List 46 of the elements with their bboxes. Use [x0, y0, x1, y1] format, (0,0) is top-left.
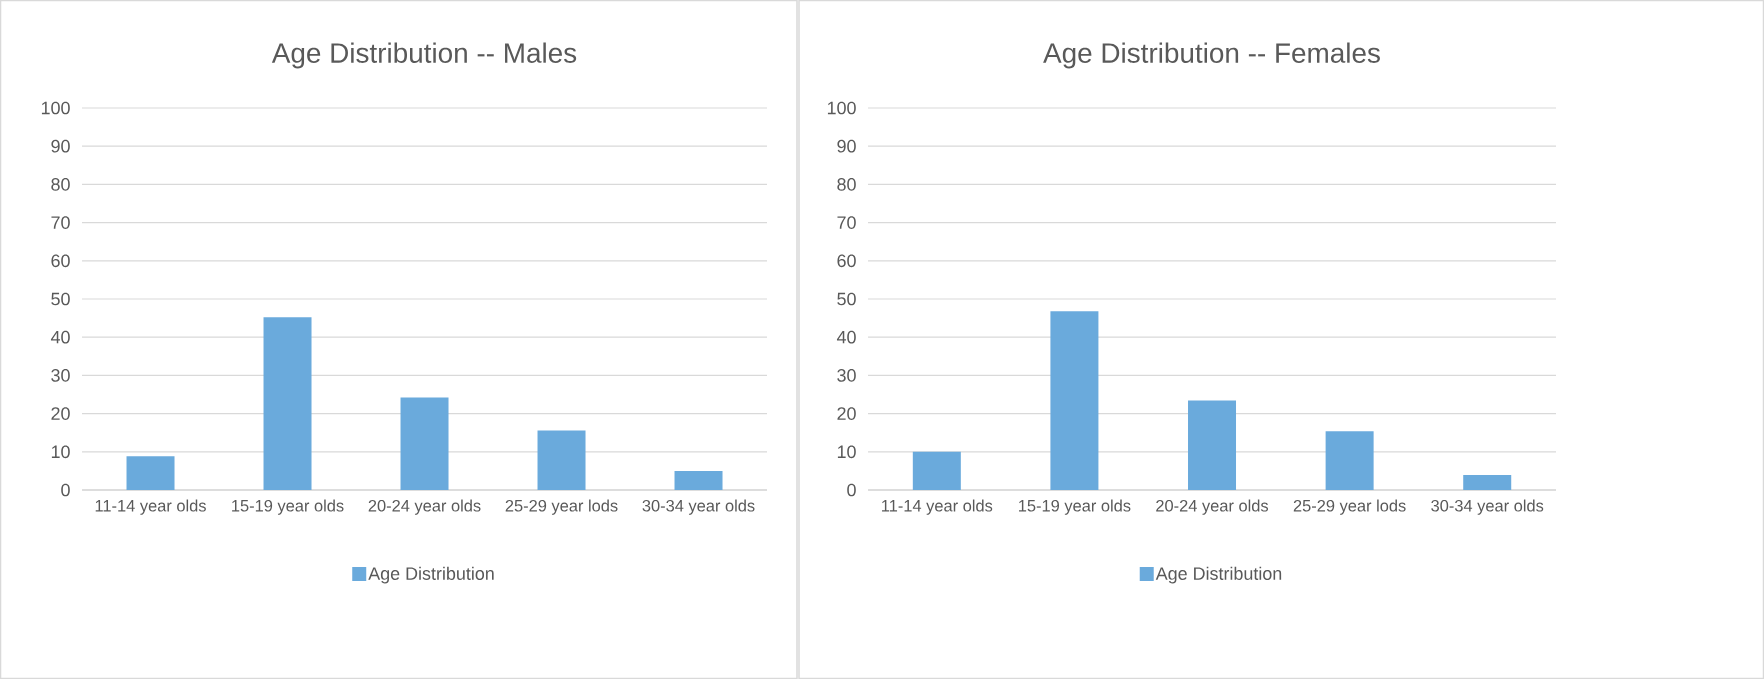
y-tick-label: 10: [51, 445, 70, 459]
y-tick-label: 40: [50, 330, 70, 344]
x-tick-label: 20-24 year olds: [1156, 499, 1269, 515]
bar: [1463, 475, 1512, 490]
bar: [1188, 400, 1237, 490]
bar: [912, 451, 961, 490]
y-tick-label: 90: [837, 139, 856, 153]
y-tick-label: 60: [837, 254, 856, 268]
y-tick-label: 20: [51, 407, 70, 420]
y-tick-label: 90: [51, 139, 70, 153]
y-tick-label: 80: [837, 178, 856, 191]
bar: [674, 470, 723, 490]
x-tick-label: 25-29 year lods: [1293, 499, 1406, 515]
y-tick-label: 0: [61, 483, 70, 497]
y-tick-label: 70: [51, 216, 70, 229]
x-tick-label: 11-14 year olds: [882, 499, 993, 515]
y-tick-label: 0: [847, 483, 856, 497]
legend-label: Age Distribution: [368, 566, 494, 584]
y-tick-label: 100: [827, 101, 856, 115]
y-tick-label: 60: [51, 254, 70, 268]
bar: [1050, 311, 1099, 490]
y-tick-label: 50: [837, 292, 856, 306]
bar: [537, 430, 586, 490]
x-tick-label: 30-34 year olds: [642, 499, 755, 515]
x-tick-label: 11-14 year olds: [95, 499, 206, 515]
y-tick-label: 40: [836, 330, 856, 344]
bar: [263, 317, 312, 490]
y-tick-label: 30: [837, 369, 856, 382]
chart-title: Age Distribution -- Males: [271, 42, 577, 69]
x-tick-label: 30-34 year olds: [1431, 499, 1544, 515]
y-tick-label: 10: [837, 445, 856, 459]
chart-title: Age Distribution -- Females: [1043, 42, 1380, 69]
bar: [400, 397, 449, 490]
y-tick-label: 50: [51, 292, 70, 306]
legend-label: Age Distribution: [1155, 566, 1282, 584]
x-tick-label: 20-24 year olds: [368, 499, 481, 515]
y-tick-label: 70: [837, 216, 856, 229]
x-tick-label: 15-19 year olds: [232, 499, 344, 515]
y-tick-label: 20: [837, 407, 856, 420]
y-tick-label: 80: [51, 178, 70, 191]
x-tick-label: 25-29 year lods: [505, 499, 618, 515]
bar: [126, 456, 175, 490]
bar: [1325, 431, 1374, 490]
x-tick-label: 15-19 year olds: [1019, 499, 1131, 515]
y-tick-label: 30: [51, 369, 70, 382]
y-tick-label: 100: [41, 101, 70, 115]
